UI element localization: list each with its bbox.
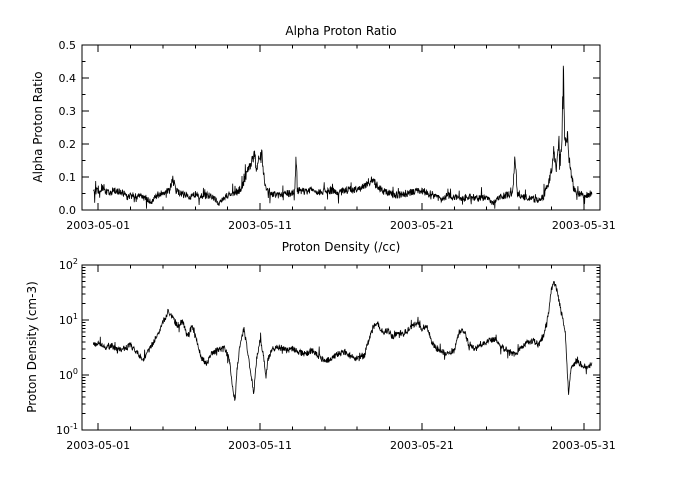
x-tick-label: 2003-05-21	[390, 439, 454, 452]
y-tick-label: 0.5	[59, 39, 77, 52]
y-tick-label: 0.1	[59, 171, 77, 184]
plot-frame	[81, 264, 601, 431]
bottom-y-axis-label: Proton Density (cm-3)	[25, 281, 39, 413]
alpha-proton-ratio-line	[93, 65, 593, 209]
x-tick-label: 2003-05-21	[390, 219, 454, 232]
y-tick-label: 0.0	[59, 204, 77, 217]
y-tick-label: 10-1	[56, 422, 78, 437]
tick-marks	[82, 264, 600, 431]
tick-labels: 2003-05-01 2003-05-11 2003-05-21 2003-05-31…	[56, 257, 616, 452]
y-tick-label: 100	[59, 367, 78, 382]
x-tick-label: 2003-05-11	[228, 439, 292, 452]
y-tick-label: 0.3	[59, 105, 77, 118]
y-tick-label: 0.4	[59, 72, 77, 85]
plot-frame	[81, 44, 601, 211]
top-plot	[81, 44, 601, 211]
tick-marks	[82, 44, 600, 211]
tick-labels: 2003-05-01 2003-05-11 2003-05-21 2003-05-31…	[59, 39, 616, 232]
x-tick-label: 2003-05-11	[228, 219, 292, 232]
bottom-plot	[81, 264, 601, 431]
y-tick-label: 101	[59, 312, 78, 327]
x-tick-label: 2003-05-31	[552, 219, 616, 232]
x-tick-label: 2003-05-31	[552, 439, 616, 452]
y-tick-label: 0.2	[59, 138, 77, 151]
proton-density-line	[92, 281, 593, 401]
y-tick-label: 102	[59, 257, 78, 272]
top-y-axis-label: Alpha Proton Ratio	[31, 71, 45, 183]
top-chart-title: Alpha Proton Ratio	[285, 24, 397, 38]
bottom-chart-title: Proton Density (/cc)	[281, 240, 401, 254]
x-tick-label: 2003-05-01	[66, 219, 130, 232]
x-tick-label: 2003-05-01	[66, 439, 130, 452]
